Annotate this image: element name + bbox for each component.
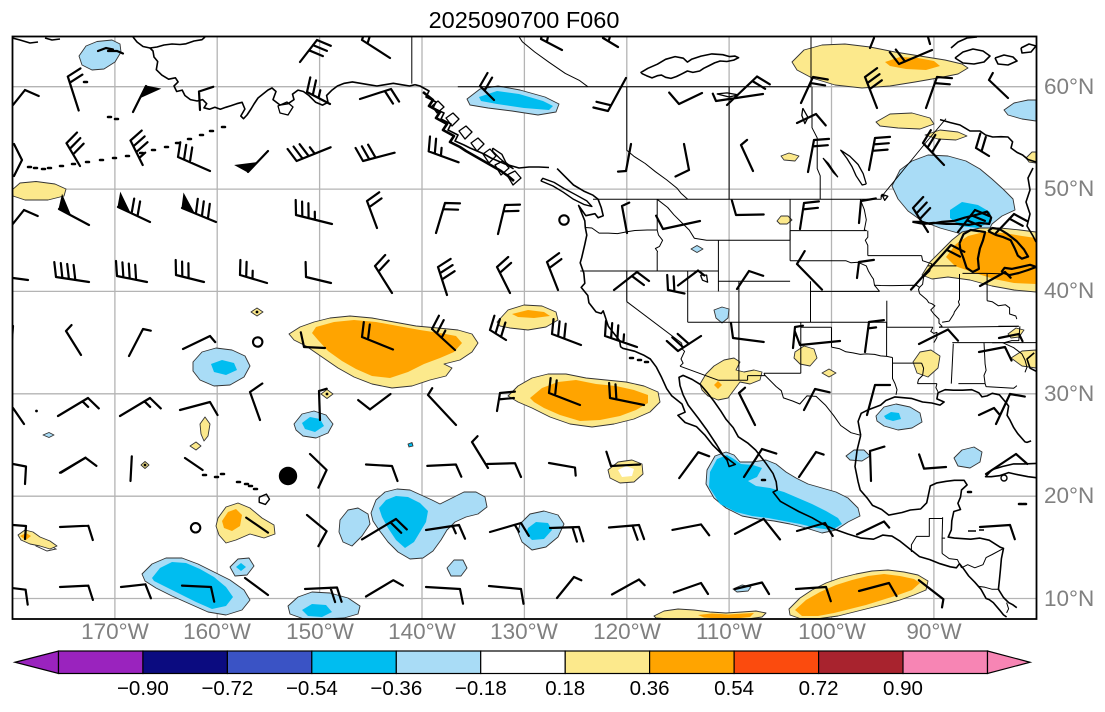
svg-text:20°N: 20°N (1044, 483, 1094, 508)
svg-text:−0.72: −0.72 (201, 677, 253, 700)
svg-text:140°W: 140°W (388, 619, 457, 644)
svg-text:2025090700 F060: 2025090700 F060 (429, 7, 620, 33)
svg-text:0.36: 0.36 (630, 677, 670, 700)
svg-text:170°W: 170°W (81, 619, 150, 644)
svg-text:30°N: 30°N (1044, 381, 1094, 406)
svg-text:130°W: 130°W (490, 619, 559, 644)
svg-text:10°N: 10°N (1044, 586, 1094, 611)
svg-text:−0.18: −0.18 (455, 677, 507, 700)
svg-text:−0.90: −0.90 (117, 677, 169, 700)
svg-text:40°N: 40°N (1044, 278, 1094, 303)
svg-text:120°W: 120°W (593, 619, 662, 644)
svg-text:−0.54: −0.54 (286, 677, 338, 700)
svg-text:50°N: 50°N (1044, 176, 1094, 201)
svg-text:100°W: 100°W (798, 619, 867, 644)
svg-text:0.18: 0.18 (545, 677, 585, 700)
svg-text:90°W: 90°W (906, 619, 962, 644)
svg-text:60°N: 60°N (1044, 74, 1094, 99)
svg-text:160°W: 160°W (183, 619, 252, 644)
svg-text:−0.36: −0.36 (370, 677, 422, 700)
svg-text:0.72: 0.72 (799, 677, 839, 700)
svg-text:0.90: 0.90 (883, 677, 923, 700)
svg-text:150°W: 150°W (286, 619, 355, 644)
svg-text:110°W: 110°W (696, 619, 763, 644)
svg-text:0.54: 0.54 (714, 677, 754, 700)
